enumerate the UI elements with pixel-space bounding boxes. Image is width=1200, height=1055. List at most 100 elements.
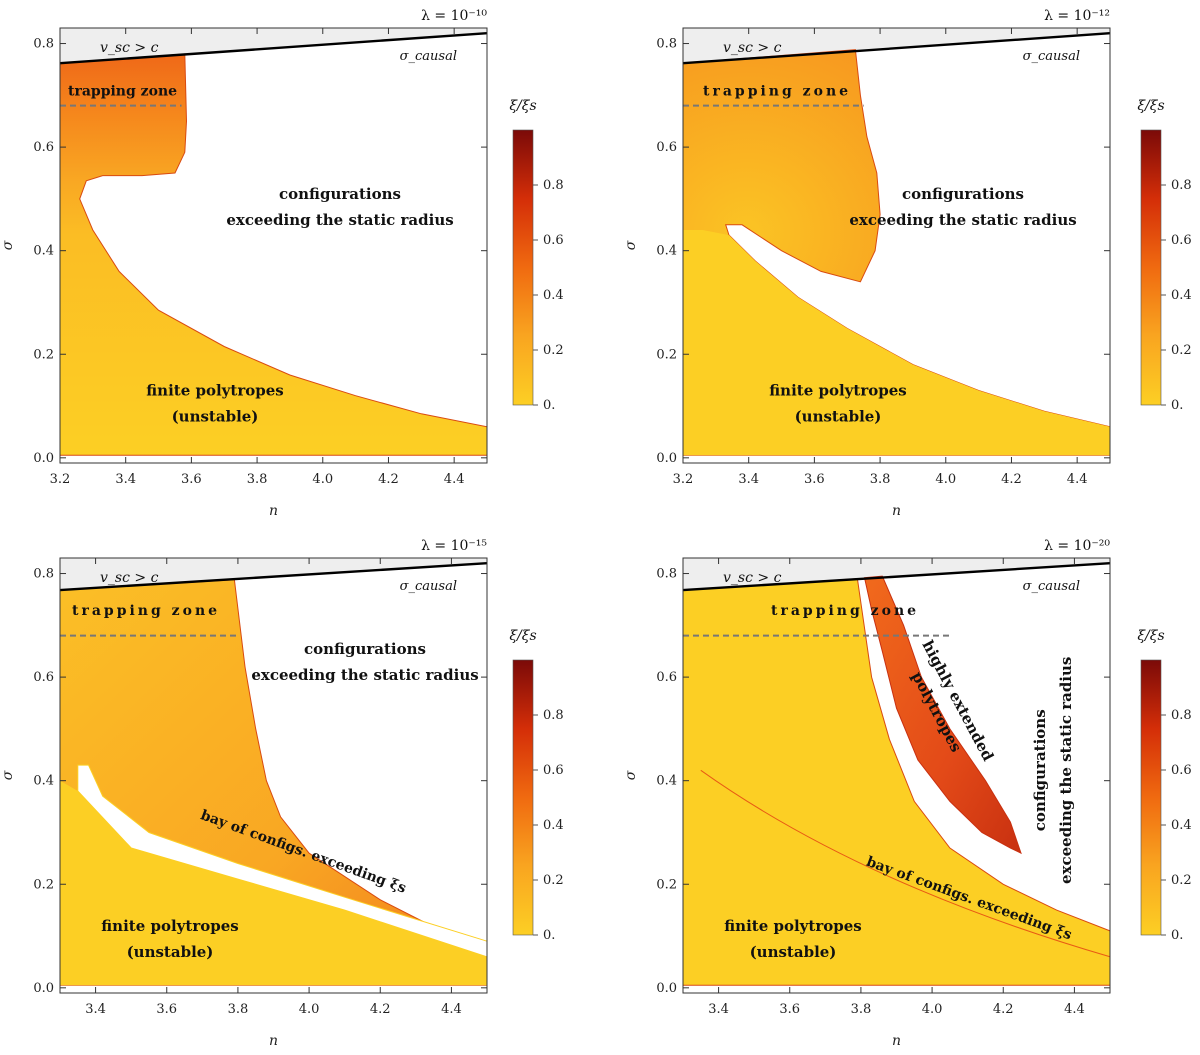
x-tick-label: 3.4 [115, 472, 136, 487]
causal-line [59, 561, 488, 592]
finite-line-2: (unstable) [750, 943, 837, 961]
causal-line [682, 31, 1111, 65]
colorbar-tick-label: 0.6 [543, 233, 564, 248]
colorbar [1140, 129, 1162, 406]
y-tick-label: 0.6 [656, 140, 677, 155]
exceeding-line-2: exceeding the static radius [226, 211, 453, 229]
superluminal-region [60, 558, 487, 591]
x-axis-label: n [892, 1033, 901, 1049]
exceeding-line-2: exceeding the static radius [1057, 657, 1075, 884]
sigma-causal-label: σ_causal [400, 579, 457, 594]
exceeding-line-1: configurations [279, 185, 401, 203]
finite-region [683, 230, 1110, 456]
exceeding-label: configurations exceeding the static radiu… [1031, 657, 1075, 884]
x-axis-label: n [269, 1033, 278, 1049]
sigma-causal-label: σ_causal [1023, 579, 1080, 594]
y-tick-label: 0.8 [33, 567, 54, 582]
colorbar-tick-label: 0.4 [543, 818, 564, 833]
panel-title: λ = 10⁻¹⁰ [421, 8, 487, 24]
x-tick-label: 3.2 [673, 472, 694, 487]
colorbar-tick-label: 0.4 [543, 288, 564, 303]
y-tick-label: 0.2 [656, 347, 677, 362]
y-tick-label: 0.8 [656, 37, 677, 52]
y-tick-label: 0.4 [656, 774, 677, 789]
colorbar [512, 659, 534, 936]
y-tick-label: 0.8 [33, 37, 54, 52]
x-tick-label: 3.6 [181, 472, 202, 487]
superluminal-label: v_sc > c [723, 570, 782, 586]
finite-label: finite polytropes (unstable) [769, 382, 906, 426]
x-tick-label: 3.4 [85, 1002, 106, 1017]
x-tick-label: 3.6 [779, 1002, 800, 1017]
finite-line-2: (unstable) [795, 408, 882, 426]
y-tick-label: 0.2 [33, 877, 54, 892]
y-tick-label: 0.2 [656, 877, 677, 892]
x-tick-label: 4.0 [922, 1002, 943, 1017]
plot-frame [682, 557, 1111, 994]
x-tick-label: 4.0 [935, 472, 956, 487]
causal-line [59, 31, 488, 65]
colorbar-tick-label: 0.2 [1171, 873, 1192, 888]
polytrope-region [59, 53, 488, 456]
colorbar-tick-label: 0.6 [1171, 763, 1192, 778]
plot-frame [682, 27, 1111, 464]
y-tick-label: 0.8 [656, 567, 677, 582]
panel-1: 3.2 3.4 3.6 3.8 4.0 4.2 4.4 0.0 0.2 0.4 0.6 0.8 n σ λ … [0, 8, 564, 519]
x-axis-label: n [892, 503, 901, 519]
extended-band [863, 575, 1022, 855]
colorbar-label: ξ/ξs [1137, 98, 1164, 114]
y-axis-label: σ [623, 240, 639, 250]
finite-line-2: (unstable) [127, 943, 214, 961]
colorbar-tick-label: 0.8 [1171, 708, 1192, 723]
x-tick-label: 4.0 [299, 1002, 320, 1017]
exceeding-line-1: configurations [304, 640, 426, 658]
bay-curve [700, 769, 1111, 958]
colorbar-tick-label: 0.4 [1171, 818, 1192, 833]
y-tick-label: 0.0 [656, 981, 677, 996]
colorbar-tick-label: 0. [1171, 928, 1183, 943]
colorbar-tick-label: 0.8 [543, 708, 564, 723]
y-tick-label: 0.6 [33, 670, 54, 685]
x-tick-label: 3.8 [870, 472, 891, 487]
colorbar-label: ξ/ξs [509, 98, 536, 114]
y-axis-label: σ [623, 770, 639, 780]
y-tick-label: 0.4 [33, 774, 54, 789]
y-axis-label: σ [0, 240, 16, 250]
colorbar-tick-label: 0. [1171, 398, 1183, 413]
colorbar-label: ξ/ξs [509, 628, 536, 644]
finite-label: finite polytropes (unstable) [101, 917, 238, 961]
finite-line-1: finite polytropes [724, 917, 861, 935]
y-axis-label: σ [0, 770, 16, 780]
colorbar-tick-label: 0.2 [543, 343, 564, 358]
sigma-causal-label: σ_causal [400, 49, 457, 64]
sigma-causal-label: σ_causal [1023, 49, 1080, 64]
x-tick-label: 3.2 [50, 472, 71, 487]
x-tick-label: 4.4 [444, 472, 465, 487]
x-tick-label: 3.8 [228, 1002, 249, 1017]
exceeding-line-1: configurations [1031, 709, 1049, 831]
exceeding-line-2: exceeding the static radius [251, 666, 478, 684]
x-tick-label: 4.2 [378, 472, 399, 487]
x-tick-label: 4.2 [1001, 472, 1022, 487]
trapping-label: trapping zone [771, 603, 919, 619]
y-tick-label: 0.6 [656, 670, 677, 685]
y-tick-label: 0.0 [656, 451, 677, 466]
finite-region [60, 780, 487, 986]
plot-frame [59, 27, 488, 464]
y-tick-label: 0.2 [33, 347, 54, 362]
y-tick-label: 0.4 [33, 244, 54, 259]
exceeding-label: configurations exceeding the static radiu… [226, 185, 453, 229]
exceeding-line-1: configurations [902, 185, 1024, 203]
colorbar [1140, 659, 1162, 936]
panel-3: 3.4 3.6 3.8 4.0 4.2 4.4 0.0 0.2 0.4 0.6 0.8 n σ λ = 1… [0, 538, 564, 1049]
y-tick-label: 0.4 [656, 244, 677, 259]
colorbar-tick-label: 0. [543, 928, 555, 943]
causal-line [682, 561, 1111, 592]
superluminal-label: v_sc > c [100, 570, 159, 586]
x-axis-label: n [269, 503, 278, 519]
superluminal-label: v_sc > c [100, 40, 159, 56]
exceeding-label: configurations exceeding the static radiu… [849, 185, 1076, 229]
finite-line-2: (unstable) [172, 408, 259, 426]
colorbar-tick-label: 0.8 [1171, 178, 1192, 193]
